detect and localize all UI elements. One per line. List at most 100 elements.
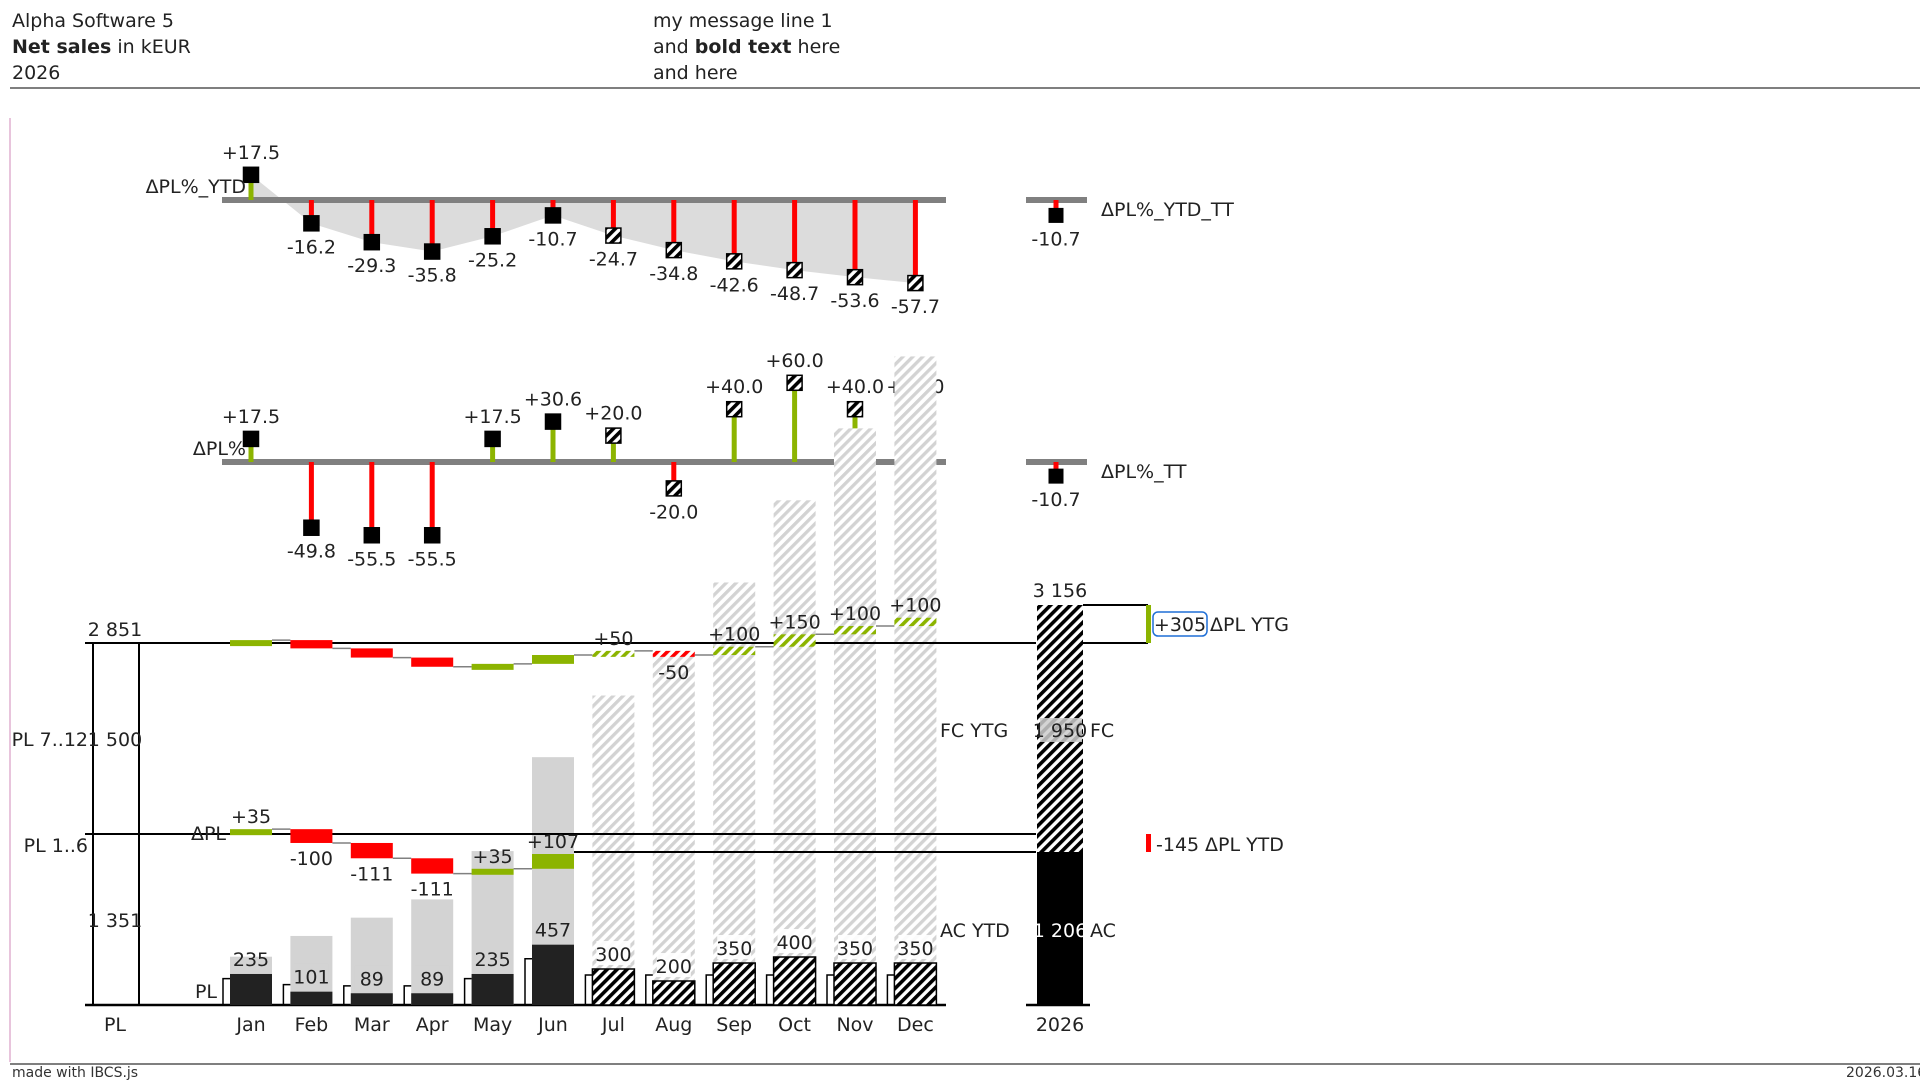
plan-outline [705, 974, 714, 1005]
measure-bold: Net sales [12, 36, 112, 58]
pin-total-head [1048, 207, 1064, 223]
label-bg [354, 965, 389, 990]
pin-head [605, 227, 622, 244]
pin-head [242, 430, 260, 448]
delta-ytd-bar [471, 663, 514, 670]
pin-value-label: -42.6 [710, 274, 759, 296]
monthly-ac-bar [772, 956, 817, 1006]
pin-value-label: -55.5 [408, 548, 457, 570]
delta-pl-label: ΔPL [191, 823, 226, 845]
fc-ytg-label: FC YTG [940, 720, 1008, 742]
delta-ytd-bar [290, 640, 333, 649]
category-label: Aug [655, 1014, 692, 1036]
category-label: Sep [716, 1014, 752, 1036]
message-line-3: and here [653, 62, 738, 84]
pin-value-label: +40.0 [826, 376, 884, 398]
delta-value-label: +35 [473, 846, 513, 868]
delta-ytd-bar [713, 646, 756, 656]
pl-bar-label: PL [195, 981, 217, 1003]
delta-ytd-bar [592, 650, 635, 657]
pin-head [846, 400, 864, 418]
message-and: and [653, 36, 695, 58]
pin-value-label: -24.7 [589, 249, 638, 271]
monthly-ac-bar [230, 973, 272, 1005]
cumulative-column [834, 428, 876, 1005]
pin-head [303, 215, 320, 232]
ac-value-label: 350 [716, 938, 752, 960]
pl-16-label: PL 1..6 [24, 835, 88, 857]
category-label: Apr [416, 1014, 449, 1036]
pin-head [665, 241, 683, 259]
delta-bar [532, 854, 574, 869]
pin-value-label: -48.7 [770, 283, 819, 305]
cumulative-column [652, 654, 695, 1005]
label-bg [777, 929, 812, 953]
pin-axis-0 [222, 197, 946, 203]
pin-head [846, 268, 864, 286]
monthly-ac-bar [652, 980, 696, 1006]
pin-total-name: ΔPL%_TT [1101, 461, 1187, 483]
pin-value-label: -29.3 [347, 255, 396, 277]
monthly-ac-bar [411, 993, 454, 1005]
delta-ytd-bar [532, 655, 574, 664]
category-label: Jul [601, 1014, 625, 1036]
pin-value-label: +17.5 [463, 406, 521, 428]
label-bg [656, 953, 691, 977]
delta-ytd-value: -145 [1156, 834, 1199, 856]
pl-16-value: 1 351 [88, 910, 142, 932]
message-bold: bold text [694, 36, 792, 58]
pin-value-label: -55.5 [347, 548, 396, 570]
pin-head [907, 274, 924, 292]
delta-value-label: +150 [769, 611, 821, 633]
pin-value-label: -25.2 [468, 249, 517, 271]
category-label: Jun [537, 1014, 568, 1036]
pin-value-label: +20.0 [584, 403, 642, 425]
label-bg [415, 965, 450, 990]
delta-ytd-total-bar [1146, 834, 1151, 852]
ac-value-label: 350 [837, 938, 873, 960]
monthly-ac-bar [350, 993, 393, 1005]
category-label: Dec [897, 1014, 934, 1036]
delta-ytg-value: +305 [1154, 614, 1206, 636]
ac-value-label: 200 [656, 956, 692, 978]
cumulative-column [773, 500, 816, 1005]
ac-value-label: 350 [897, 938, 933, 960]
plan-outline [343, 985, 351, 1005]
pin-value-label: +60.0 [765, 350, 823, 372]
category-label: Oct [778, 1014, 811, 1036]
ac-value-label: 400 [776, 932, 812, 954]
cumulative-column [350, 917, 393, 1005]
pin-total-head [1048, 468, 1064, 484]
plan-outline [765, 974, 774, 1005]
pin-value-label: +17.5 [222, 142, 280, 164]
ac-value-label: 101 [293, 967, 329, 989]
company-name: Alpha Software 5 [12, 10, 174, 32]
pin-head [423, 527, 441, 544]
delta-value-label: +100 [889, 595, 941, 617]
pin-value-label: -57.7 [891, 296, 940, 318]
delta-value-label: +50 [593, 628, 633, 650]
category-label: Feb [295, 1014, 329, 1036]
monthly-ac-bar [471, 973, 514, 1005]
message-block: my message line 1 and bold text here and… [653, 8, 840, 86]
delta-ytg-badge [1152, 611, 1208, 637]
report-title: Alpha Software 5 Net sales in kEUR 2026 [12, 8, 191, 86]
ac-value-label: 89 [420, 968, 444, 990]
total-value-label: 3 156 [1033, 580, 1087, 602]
monthly-ac-bar [712, 962, 756, 1006]
plan-outline [222, 977, 230, 1005]
category-label: May [473, 1014, 512, 1036]
delta-value-label: -111 [411, 879, 454, 901]
pin-value-label: -10.7 [528, 228, 577, 250]
ac-name-label: AC [1090, 920, 1116, 942]
delta-bar [230, 829, 272, 836]
monthly-ac-bar [893, 962, 938, 1006]
label-bg [838, 935, 872, 959]
delta-bar [350, 842, 393, 859]
pin-head [363, 527, 381, 544]
delta-ytd-bar [230, 640, 272, 647]
ac-value-label: 300 [595, 944, 631, 966]
plan-outline [826, 974, 834, 1005]
